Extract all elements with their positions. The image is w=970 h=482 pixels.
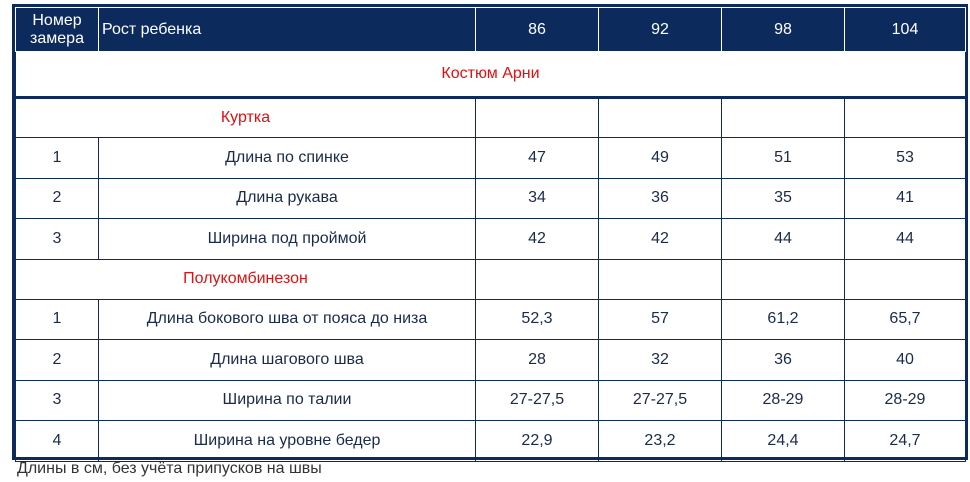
- table-row: 1 Длина по спинке 47 49 51 53: [15, 137, 966, 179]
- size-header: 104: [844, 7, 966, 52]
- empty-cell: [475, 97, 599, 138]
- section-title: Куртка: [15, 97, 476, 138]
- value-cell: 42: [475, 218, 599, 260]
- value-cell: 44: [844, 218, 966, 260]
- value-cell: 24,7: [844, 420, 966, 462]
- empty-cell: [844, 258, 966, 300]
- value-cell: 28-29: [721, 379, 845, 421]
- value-cell: 27-27,5: [475, 379, 599, 421]
- value-cell: 57: [598, 298, 722, 340]
- value-cell: 51: [721, 137, 845, 179]
- value-cell: 32: [598, 339, 722, 381]
- table-header-row: Номер замера Рост ребенка 86 92 98 104: [15, 7, 966, 52]
- table-row: 2 Длина рукава 34 36 35 41: [15, 177, 966, 219]
- empty-cell: [598, 97, 722, 138]
- value-cell: 41: [844, 177, 966, 219]
- value-cell: 65,7: [844, 298, 966, 340]
- footnote: Длины в см, без учёта припусков на швы: [17, 460, 322, 477]
- product-title: Костюм Арни: [15, 51, 966, 99]
- size-header: 86: [475, 7, 599, 52]
- empty-cell: [475, 258, 599, 300]
- value-cell: 47: [475, 137, 599, 179]
- value-cell: 36: [721, 339, 845, 381]
- measurement-name: Ширина на уровне бедер: [98, 420, 476, 462]
- row-number: 1: [15, 298, 99, 340]
- empty-cell: [721, 258, 845, 300]
- size-table: Номер замера Рост ребенка 86 92 98 104 К…: [15, 7, 966, 462]
- value-cell: 40: [844, 339, 966, 381]
- value-cell: 35: [721, 177, 845, 219]
- value-cell: 61,2: [721, 298, 845, 340]
- table-row: 3 Ширина по талии 27-27,5 27-27,5 28-29 …: [15, 379, 966, 421]
- value-cell: 22,9: [475, 420, 599, 462]
- empty-cell: [844, 97, 966, 138]
- row-number: 4: [15, 420, 99, 462]
- measurement-name: Длина по спинке: [98, 137, 476, 179]
- table-row: 3 Ширина под проймой 42 42 44 44: [15, 218, 966, 260]
- measurement-number-header: Номер замера: [15, 7, 99, 52]
- row-number: 3: [15, 379, 99, 421]
- value-cell: 23,2: [598, 420, 722, 462]
- measurement-name: Длина рукава: [98, 177, 476, 219]
- measurement-name: Ширина по талии: [98, 379, 476, 421]
- value-cell: 42: [598, 218, 722, 260]
- value-cell: 28-29: [844, 379, 966, 421]
- value-cell: 49: [598, 137, 722, 179]
- row-number: 2: [15, 339, 99, 381]
- row-number: 1: [15, 137, 99, 179]
- value-cell: 52,3: [475, 298, 599, 340]
- size-header: 92: [598, 7, 722, 52]
- empty-cell: [598, 258, 722, 300]
- table-row: 2 Длина шагового шва 28 32 36 40: [15, 339, 966, 381]
- value-cell: 24,4: [721, 420, 845, 462]
- value-cell: 53: [844, 137, 966, 179]
- value-cell: 34: [475, 177, 599, 219]
- section-row: Полукомбинезон: [15, 258, 966, 300]
- empty-cell: [721, 97, 845, 138]
- measurement-name: Ширина под проймой: [98, 218, 476, 260]
- measurement-name: Длина бокового шва от пояса до низа: [98, 298, 476, 340]
- section-title: Полукомбинезон: [15, 258, 476, 300]
- value-cell: 36: [598, 177, 722, 219]
- table-row: 4 Ширина на уровне бедер 22,9 23,2 24,4 …: [15, 420, 966, 462]
- table-row: 1 Длина бокового шва от пояса до низа 52…: [15, 298, 966, 340]
- row-number: 2: [15, 177, 99, 219]
- measurement-name: Длина шагового шва: [98, 339, 476, 381]
- value-cell: 28: [475, 339, 599, 381]
- section-row: Куртка: [15, 97, 966, 138]
- size-header: 98: [721, 7, 845, 52]
- value-cell: 44: [721, 218, 845, 260]
- size-chart: Номер замера Рост ребенка 86 92 98 104 К…: [12, 4, 968, 462]
- title-row: Костюм Арни: [15, 51, 966, 99]
- row-number: 3: [15, 218, 99, 260]
- child-height-header: Рост ребенка: [98, 7, 476, 52]
- value-cell: 27-27,5: [598, 379, 722, 421]
